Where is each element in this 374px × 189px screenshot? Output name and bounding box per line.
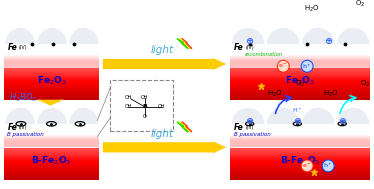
Text: H$_2$O: H$_2$O	[323, 89, 339, 99]
Text: ⊕: ⊕	[246, 36, 254, 46]
Text: O$_2$: O$_2$	[295, 78, 305, 89]
Text: B-Fe$_2$O$_3$: B-Fe$_2$O$_3$	[280, 155, 321, 167]
Text: H$^+$: H$^+$	[292, 107, 303, 115]
Text: ⊕: ⊕	[246, 115, 254, 125]
Polygon shape	[182, 39, 192, 49]
Text: OH: OH	[124, 105, 132, 109]
Text: O: O	[143, 114, 147, 119]
Text: B-Fe$_2$O$_3$: B-Fe$_2$O$_3$	[31, 155, 72, 167]
Text: light: light	[151, 129, 174, 139]
Text: ⊕: ⊕	[324, 36, 332, 46]
Text: recombination: recombination	[245, 52, 283, 57]
FancyBboxPatch shape	[110, 80, 173, 131]
Text: (III): (III)	[245, 125, 254, 130]
Text: $H_3BO_3$: $H_3BO_3$	[9, 92, 37, 104]
Text: OH: OH	[141, 95, 149, 100]
Text: (IV): (IV)	[19, 46, 28, 50]
Polygon shape	[182, 122, 192, 132]
Text: light: light	[151, 46, 174, 56]
Text: Fe$_2$O$_3$: Fe$_2$O$_3$	[37, 75, 66, 87]
Text: OH: OH	[125, 95, 133, 100]
Text: OH: OH	[158, 105, 166, 109]
Text: H$_2$O: H$_2$O	[304, 4, 319, 14]
Text: H$_2$O: H$_2$O	[267, 89, 283, 99]
Polygon shape	[37, 100, 64, 106]
Text: Fe: Fe	[234, 43, 243, 52]
Text: B: B	[142, 105, 147, 109]
Text: e$^-$: e$^-$	[302, 162, 312, 170]
Polygon shape	[177, 122, 188, 132]
Text: (IV): (IV)	[245, 46, 254, 50]
Polygon shape	[179, 39, 190, 49]
Polygon shape	[179, 122, 190, 132]
Text: Fe$_2$O$_3$: Fe$_2$O$_3$	[285, 75, 315, 87]
Text: (III): (III)	[19, 125, 27, 130]
Text: h$^+$: h$^+$	[323, 161, 333, 170]
Text: ⊕: ⊕	[338, 115, 346, 125]
Text: Fe: Fe	[234, 123, 243, 132]
Text: Fe: Fe	[7, 43, 17, 52]
Text: ⊕: ⊕	[293, 115, 301, 125]
Text: h$^+$: h$^+$	[302, 62, 312, 71]
Text: O$_2$: O$_2$	[359, 78, 370, 89]
Text: O$_2$: O$_2$	[355, 0, 365, 9]
Text: e$^-$: e$^-$	[278, 62, 288, 70]
Text: B passivation: B passivation	[234, 132, 270, 137]
Text: B passivation: B passivation	[7, 132, 44, 137]
Polygon shape	[103, 141, 226, 153]
Text: Fe: Fe	[7, 123, 17, 132]
Polygon shape	[177, 39, 188, 49]
Polygon shape	[103, 58, 226, 70]
